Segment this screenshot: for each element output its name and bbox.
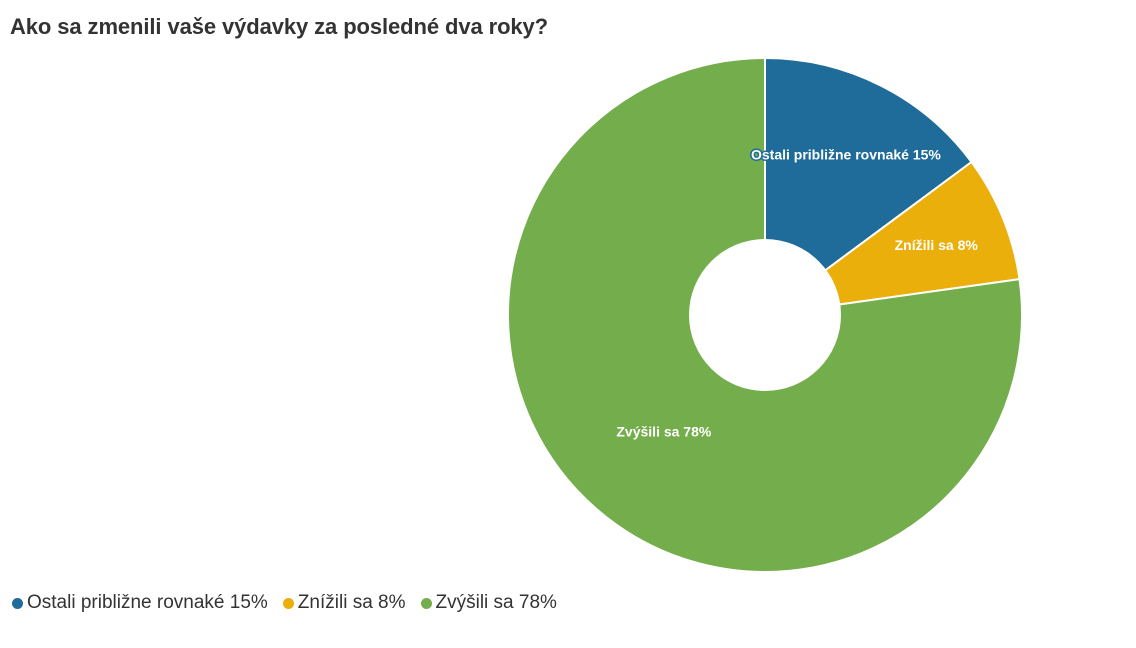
legend-label-ostali: Ostali približne rovnaké 15% <box>27 592 268 613</box>
legend-swatch-ostali <box>12 597 23 609</box>
legend-item-ostali[interactable]: Ostali približne rovnaké 15% <box>12 592 268 614</box>
donut-hole <box>689 239 841 391</box>
legend-swatch-zvysili <box>420 597 432 609</box>
slice-label-zvysili: Zvýšili sa 78% <box>616 423 712 439</box>
legend-label-znizili: Znížili sa 8% <box>297 592 406 613</box>
slice-label-ostali: Ostali približne rovnaké 15% <box>751 146 941 162</box>
slice-zvysili[interactable] <box>507 56 1023 573</box>
legend-item-zvysili[interactable]: Zvýšili sa 78% <box>420 592 557 614</box>
slice-label-znizili: Znížili sa 8% <box>895 237 979 253</box>
chart-legend: Ostali približne rovnaké 15% Znížili sa … <box>12 592 572 614</box>
slice-labels-group: Ostali približne rovnaké 15% Znížili sa 8… <box>615 145 980 441</box>
legend-label-zvysili: Zvýšili sa 78% <box>435 592 557 613</box>
legend-swatch-znizili <box>282 597 294 609</box>
legend-item-znizili[interactable]: Znížili sa 8% <box>282 592 406 614</box>
chart-title: Ako sa zmenili vaše výdavky za posledné … <box>10 14 549 39</box>
slice-ostali[interactable] <box>764 56 973 317</box>
